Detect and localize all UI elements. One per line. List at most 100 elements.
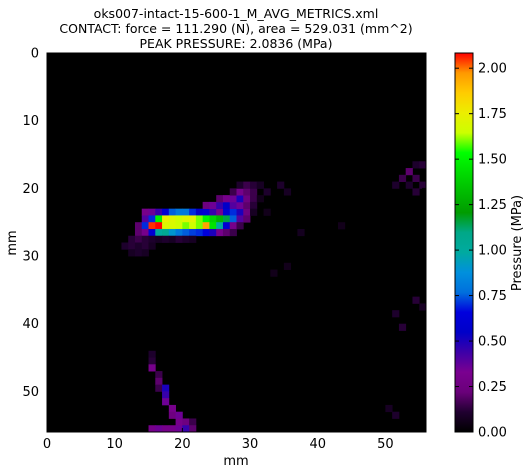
heatmap-cell <box>338 222 346 230</box>
heatmap-cell <box>229 215 237 223</box>
colorbar-tick-label: 0.50 <box>478 335 507 350</box>
heatmap-cell <box>412 188 420 196</box>
heatmap-cell <box>148 235 156 243</box>
heatmap-cell <box>175 222 183 230</box>
heatmap-cell <box>189 222 197 230</box>
heatmap-cell <box>256 195 264 203</box>
heatmap-cell <box>392 181 400 189</box>
colorbar-gradient <box>454 52 474 433</box>
heatmap-cell <box>222 208 231 216</box>
heatmap-cell <box>222 215 231 223</box>
heatmap-cell <box>141 235 149 243</box>
heatmap-cell <box>155 228 163 237</box>
heatmap-cell <box>412 296 420 304</box>
heatmap-background <box>47 53 426 432</box>
heatmap-axes: 0 10 20 30 40 50 0 10 20 30 40 50 <box>22 47 427 452</box>
heatmap-cell <box>175 235 183 243</box>
heatmap-cell <box>168 425 176 433</box>
heatmap-cell <box>189 208 197 216</box>
colorbar-tick-label: 1.75 <box>478 107 507 122</box>
heatmap-cell <box>148 228 156 237</box>
colorbar-tick-label: 1.50 <box>478 153 507 168</box>
x-tick-label: 10 <box>106 437 123 452</box>
heatmap-cell <box>141 242 149 250</box>
heatmap-cell <box>182 215 190 223</box>
heatmap-cell <box>263 208 271 216</box>
heatmap-cell <box>250 181 258 189</box>
x-tick-label: 30 <box>242 437 259 452</box>
heatmap-cell <box>385 404 393 413</box>
heatmap-cell <box>148 364 156 372</box>
colorbar-tick-label: 1.00 <box>478 244 507 259</box>
heatmap-cell <box>222 195 231 203</box>
heatmap-cell <box>412 161 420 169</box>
heatmap-cell <box>168 215 176 223</box>
y-tick-label: 0 <box>31 47 39 62</box>
y-tick-label: 50 <box>22 385 39 400</box>
y-tick-label: 10 <box>22 114 39 129</box>
colorbar-tick-label: 0.00 <box>478 426 507 441</box>
heatmap-cell <box>202 222 210 230</box>
heatmap-cell <box>283 262 292 270</box>
heatmap-cell <box>134 228 143 237</box>
heatmap-cell <box>229 201 237 210</box>
heatmap-cell <box>202 228 210 237</box>
heatmap-cell <box>189 425 197 433</box>
heatmap-cell <box>189 235 197 243</box>
heatmap-cell <box>236 222 244 230</box>
heatmap-cell <box>216 208 224 216</box>
heatmap-cell <box>121 242 129 250</box>
heatmap-cell <box>209 228 217 237</box>
heatmap-cell <box>392 411 400 419</box>
heatmap-cell <box>155 208 163 216</box>
heatmap-cell <box>134 249 143 257</box>
heatmap-cell <box>175 411 183 419</box>
x-tick-label: 20 <box>174 437 191 452</box>
heatmap-cell <box>236 215 244 223</box>
heatmap-cell <box>419 303 427 311</box>
heatmap-cell <box>162 398 170 406</box>
heatmap-cell <box>182 235 190 243</box>
heatmap-cell <box>168 228 176 237</box>
heatmap-cell <box>148 222 156 230</box>
heatmap-cell <box>141 208 149 216</box>
heatmap-cell <box>162 222 170 230</box>
plot-frame <box>46 52 427 433</box>
heatmap-cell <box>155 377 163 386</box>
heatmap-cell <box>155 384 163 392</box>
heatmap-cell <box>202 215 210 223</box>
heatmap-cell <box>175 215 183 223</box>
x-tick-label: 0 <box>43 437 51 452</box>
heatmap-cell <box>243 215 251 223</box>
heatmap-cell <box>277 181 285 189</box>
heatmap-cell <box>182 418 190 426</box>
heatmap-cell <box>182 425 190 433</box>
x-axis-label: mm <box>223 454 248 469</box>
heatmap-cell <box>162 208 170 216</box>
heatmap-cell <box>195 215 204 223</box>
heatmap-cell <box>229 195 237 203</box>
heatmap-cell <box>283 188 292 196</box>
heatmap-cell <box>392 310 400 318</box>
heatmap-cell <box>134 242 143 250</box>
heatmap-cell <box>148 357 156 365</box>
heatmap-cell <box>182 208 190 216</box>
heatmap-cell <box>155 371 163 379</box>
heatmap-cell <box>189 215 197 223</box>
heatmap-cell <box>243 181 251 189</box>
heatmap-cell <box>141 228 149 237</box>
heatmap-cell <box>175 425 183 433</box>
heatmap-cell <box>141 215 149 223</box>
heatmap-cell <box>209 215 217 223</box>
colorbar-tick-label: 0.75 <box>478 289 507 304</box>
heatmap-cell <box>148 208 156 216</box>
heatmap-cell <box>141 249 149 257</box>
x-tick-label: 40 <box>309 437 326 452</box>
heatmap-cell <box>209 208 217 216</box>
heatmap-cell <box>419 161 427 169</box>
heatmap-cell <box>209 201 217 210</box>
heatmap-cell <box>195 222 204 230</box>
heatmap-cell <box>250 195 258 203</box>
heatmap-cell <box>148 242 156 250</box>
heatmap-cell <box>216 228 224 237</box>
